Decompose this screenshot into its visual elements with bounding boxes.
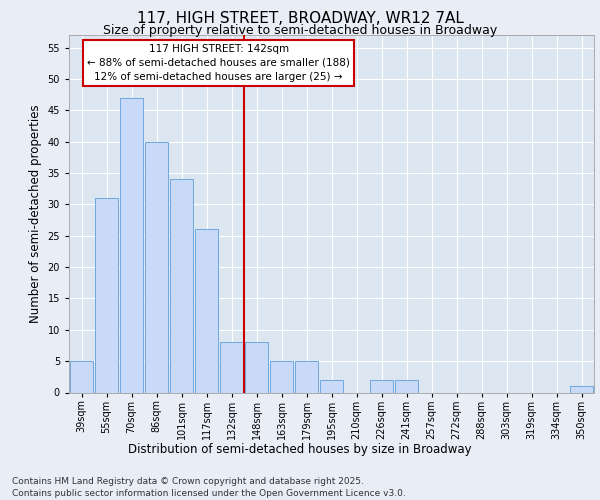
Bar <box>95 198 118 392</box>
Text: Distribution of semi-detached houses by size in Broadway: Distribution of semi-detached houses by … <box>128 442 472 456</box>
Bar <box>145 142 168 392</box>
Text: Size of property relative to semi-detached houses in Broadway: Size of property relative to semi-detach… <box>103 24 497 37</box>
Text: 117 HIGH STREET: 142sqm
← 88% of semi-detached houses are smaller (188)
12% of s: 117 HIGH STREET: 142sqm ← 88% of semi-de… <box>87 44 350 82</box>
Bar <box>570 386 593 392</box>
Bar <box>120 98 143 393</box>
Bar <box>170 180 193 392</box>
Text: 117, HIGH STREET, BROADWAY, WR12 7AL: 117, HIGH STREET, BROADWAY, WR12 7AL <box>137 11 463 26</box>
Bar <box>295 361 318 392</box>
Bar <box>370 380 393 392</box>
Bar <box>320 380 343 392</box>
Bar <box>395 380 418 392</box>
Bar <box>220 342 243 392</box>
Bar <box>245 342 268 392</box>
Bar <box>195 230 218 392</box>
Bar <box>270 361 293 392</box>
Y-axis label: Number of semi-detached properties: Number of semi-detached properties <box>29 104 42 323</box>
Text: Contains HM Land Registry data © Crown copyright and database right 2025.
Contai: Contains HM Land Registry data © Crown c… <box>12 476 406 498</box>
Bar <box>70 361 93 392</box>
